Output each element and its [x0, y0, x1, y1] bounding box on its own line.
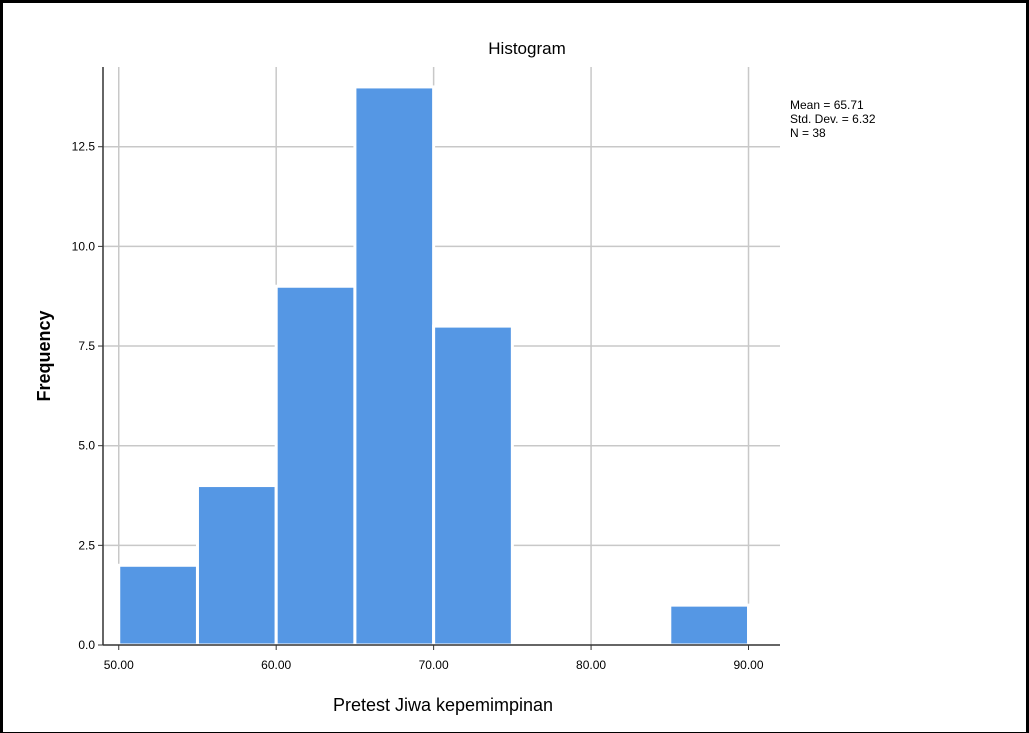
grid-lines — [103, 67, 780, 645]
histogram-bar-3 — [353, 85, 436, 647]
chart-title: Histogram — [488, 39, 565, 58]
x-axis-label: Pretest Jiwa kepemimpinan — [333, 695, 553, 715]
y-axis-label: Frequency — [34, 310, 54, 401]
x-tick-label-1: 60.00 — [261, 658, 291, 672]
y-tick-label-5: 12.5 — [72, 140, 96, 154]
y-tick-label-0: 0.0 — [78, 638, 95, 652]
y-tick-label-3: 7.5 — [78, 339, 95, 353]
histogram-bar-2 — [274, 284, 357, 647]
x-tick-label-4: 90.00 — [733, 658, 763, 672]
stats-n: N = 38 — [790, 126, 826, 140]
x-tick-label-0: 50.00 — [104, 658, 134, 672]
histogram-bar-5 — [668, 603, 751, 647]
histogram-bar-4 — [432, 324, 514, 647]
y-tick-label-1: 2.5 — [78, 538, 95, 552]
stats-std-dev: Std. Dev. = 6.32 — [790, 112, 876, 126]
y-ticks: 0.0 2.5 5.0 7.5 10.0 12.5 — [72, 140, 103, 652]
x-tick-label-3: 80.00 — [576, 658, 606, 672]
y-tick-label-4: 10.0 — [72, 239, 96, 253]
stats-mean: Mean = 65.71 — [790, 98, 864, 112]
x-tick-label-2: 70.00 — [419, 658, 449, 672]
y-tick-label-2: 5.0 — [78, 439, 95, 453]
axes — [102, 67, 780, 646]
stats-box: Mean = 65.71 Std. Dev. = 6.32 N = 38 — [790, 98, 876, 140]
histogram-bar-0 — [117, 563, 199, 647]
x-ticks: 50.00 60.00 70.00 80.00 90.00 — [104, 645, 764, 672]
histogram-bar-1 — [195, 484, 278, 647]
bars — [117, 85, 751, 647]
